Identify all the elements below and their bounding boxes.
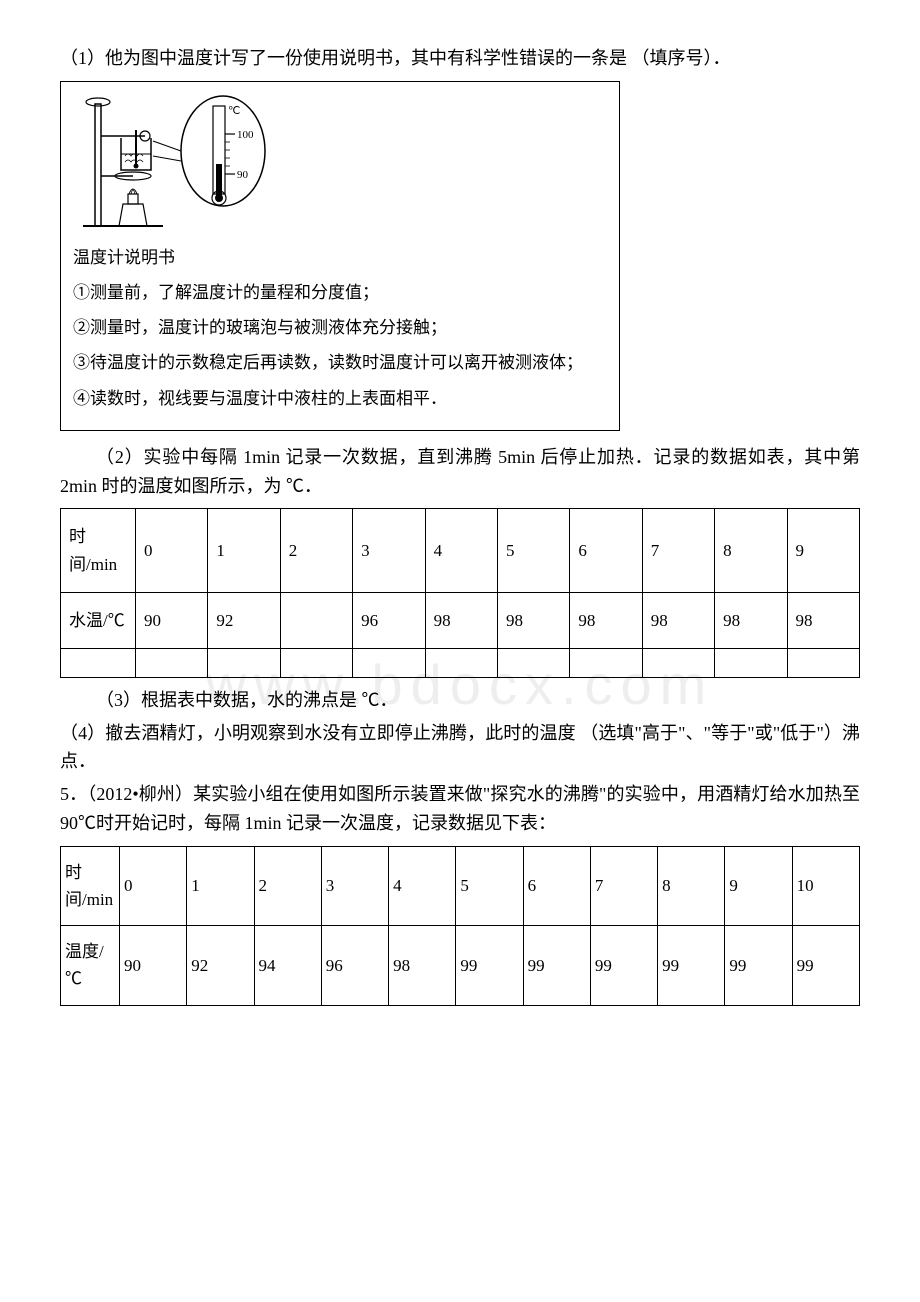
q5-stem-text: 5．（2012•柳州）某实验小组在使用如图所示装置来做"探究水的沸腾"的实验中，… bbox=[60, 780, 860, 838]
table-cell: 99 bbox=[456, 926, 523, 1005]
table-cell: 6 bbox=[523, 846, 590, 925]
table-row: 时间/min 0 1 2 3 4 5 6 7 8 9 bbox=[61, 509, 860, 592]
table-cell: 90 bbox=[120, 926, 187, 1005]
table-cell bbox=[280, 592, 352, 648]
q4-part2-text: （2）实验中每隔 1min 记录一次数据，直到沸腾 5min 后停止加热．记录的… bbox=[60, 443, 860, 501]
table-cell: 99 bbox=[523, 926, 590, 1005]
instruction-item-3: ③待温度计的示数稳定后再读数，读数时温度计可以离开被测液体； bbox=[61, 345, 620, 380]
table-header-temp: 温度/℃ bbox=[61, 926, 120, 1005]
instruction-title: 温度计说明书 bbox=[61, 240, 620, 275]
table-cell: 5 bbox=[497, 509, 569, 592]
table-cell: 5 bbox=[456, 846, 523, 925]
q4-data-table: 时间/min 0 1 2 3 4 5 6 7 8 9 水温/℃ 90 92 96… bbox=[60, 508, 860, 678]
instruction-item-4: ④读数时，视线要与温度计中液柱的上表面相平． bbox=[61, 381, 620, 416]
table-cell: 6 bbox=[570, 509, 642, 592]
thermometer-mark-90: 90 bbox=[237, 169, 249, 181]
table-cell: 0 bbox=[136, 509, 208, 592]
table-cell: 98 bbox=[642, 592, 714, 648]
table-cell: 99 bbox=[792, 926, 859, 1005]
table-cell: 1 bbox=[208, 509, 280, 592]
table-cell: 3 bbox=[321, 846, 388, 925]
table-cell: 7 bbox=[642, 509, 714, 592]
table-cell: 98 bbox=[787, 592, 859, 648]
table-cell: 96 bbox=[353, 592, 425, 648]
table-cell: 98 bbox=[497, 592, 569, 648]
table-cell: 94 bbox=[254, 926, 321, 1005]
thermometer-unit: ℃ bbox=[228, 105, 240, 117]
table-cell: 9 bbox=[725, 846, 792, 925]
table-cell: 3 bbox=[353, 509, 425, 592]
instruction-box: ℃ 100 90 温度计说明书 ①测量前，了解温度计的量程和分度值； ②测量时，… bbox=[60, 81, 620, 431]
table-cell: 2 bbox=[254, 846, 321, 925]
table-cell: 98 bbox=[389, 926, 456, 1005]
q4-part4-text: （4）撤去酒精灯，小明观察到水没有立即停止沸腾，此时的温度 （选填"高于"、"等… bbox=[60, 719, 860, 777]
table-cell: 10 bbox=[792, 846, 859, 925]
table-cell: 98 bbox=[715, 592, 787, 648]
table-cell: 8 bbox=[715, 509, 787, 592]
table-row: 水温/℃ 90 92 96 98 98 98 98 98 98 bbox=[61, 592, 860, 648]
thermometer-mark-100: 100 bbox=[237, 129, 254, 141]
table-cell: 99 bbox=[725, 926, 792, 1005]
table-cell: 96 bbox=[321, 926, 388, 1005]
q5-data-table: 时间/min 0 1 2 3 4 5 6 7 8 9 10 温度/℃ 90 92… bbox=[60, 846, 860, 1006]
table-cell: 0 bbox=[120, 846, 187, 925]
apparatus-diagram: ℃ 100 90 bbox=[73, 86, 283, 236]
instruction-item-2: ②测量时，温度计的玻璃泡与被测液体充分接触； bbox=[61, 310, 620, 345]
table-cell: 4 bbox=[425, 509, 497, 592]
table-cell: 98 bbox=[425, 592, 497, 648]
table-cell: 98 bbox=[570, 592, 642, 648]
table-header-temp: 水温/℃ bbox=[61, 592, 136, 648]
q4-part3-text: （3）根据表中数据，水的沸点是 ℃． bbox=[60, 686, 860, 715]
q4-part1-text: （1）他为图中温度计写了一份使用说明书，其中有科学性错误的一条是 （填序号）． bbox=[60, 44, 860, 73]
table-cell: 8 bbox=[658, 846, 725, 925]
table-cell: 7 bbox=[590, 846, 657, 925]
table-cell: 99 bbox=[658, 926, 725, 1005]
table-cell: 92 bbox=[208, 592, 280, 648]
instruction-item-1: ①测量前，了解温度计的量程和分度值； bbox=[61, 275, 620, 310]
table-row: 时间/min 0 1 2 3 4 5 6 7 8 9 10 bbox=[61, 846, 860, 925]
table-row bbox=[61, 648, 860, 677]
table-header-time: 时间/min bbox=[61, 509, 136, 592]
table-cell: 1 bbox=[187, 846, 254, 925]
table-cell: 90 bbox=[136, 592, 208, 648]
table-cell: 99 bbox=[590, 926, 657, 1005]
table-cell: 2 bbox=[280, 509, 352, 592]
table-cell: 9 bbox=[787, 509, 859, 592]
table-row: 温度/℃ 90 92 94 96 98 99 99 99 99 99 99 bbox=[61, 926, 860, 1005]
table-header-time: 时间/min bbox=[61, 846, 120, 925]
table-cell: 92 bbox=[187, 926, 254, 1005]
table-cell: 4 bbox=[389, 846, 456, 925]
